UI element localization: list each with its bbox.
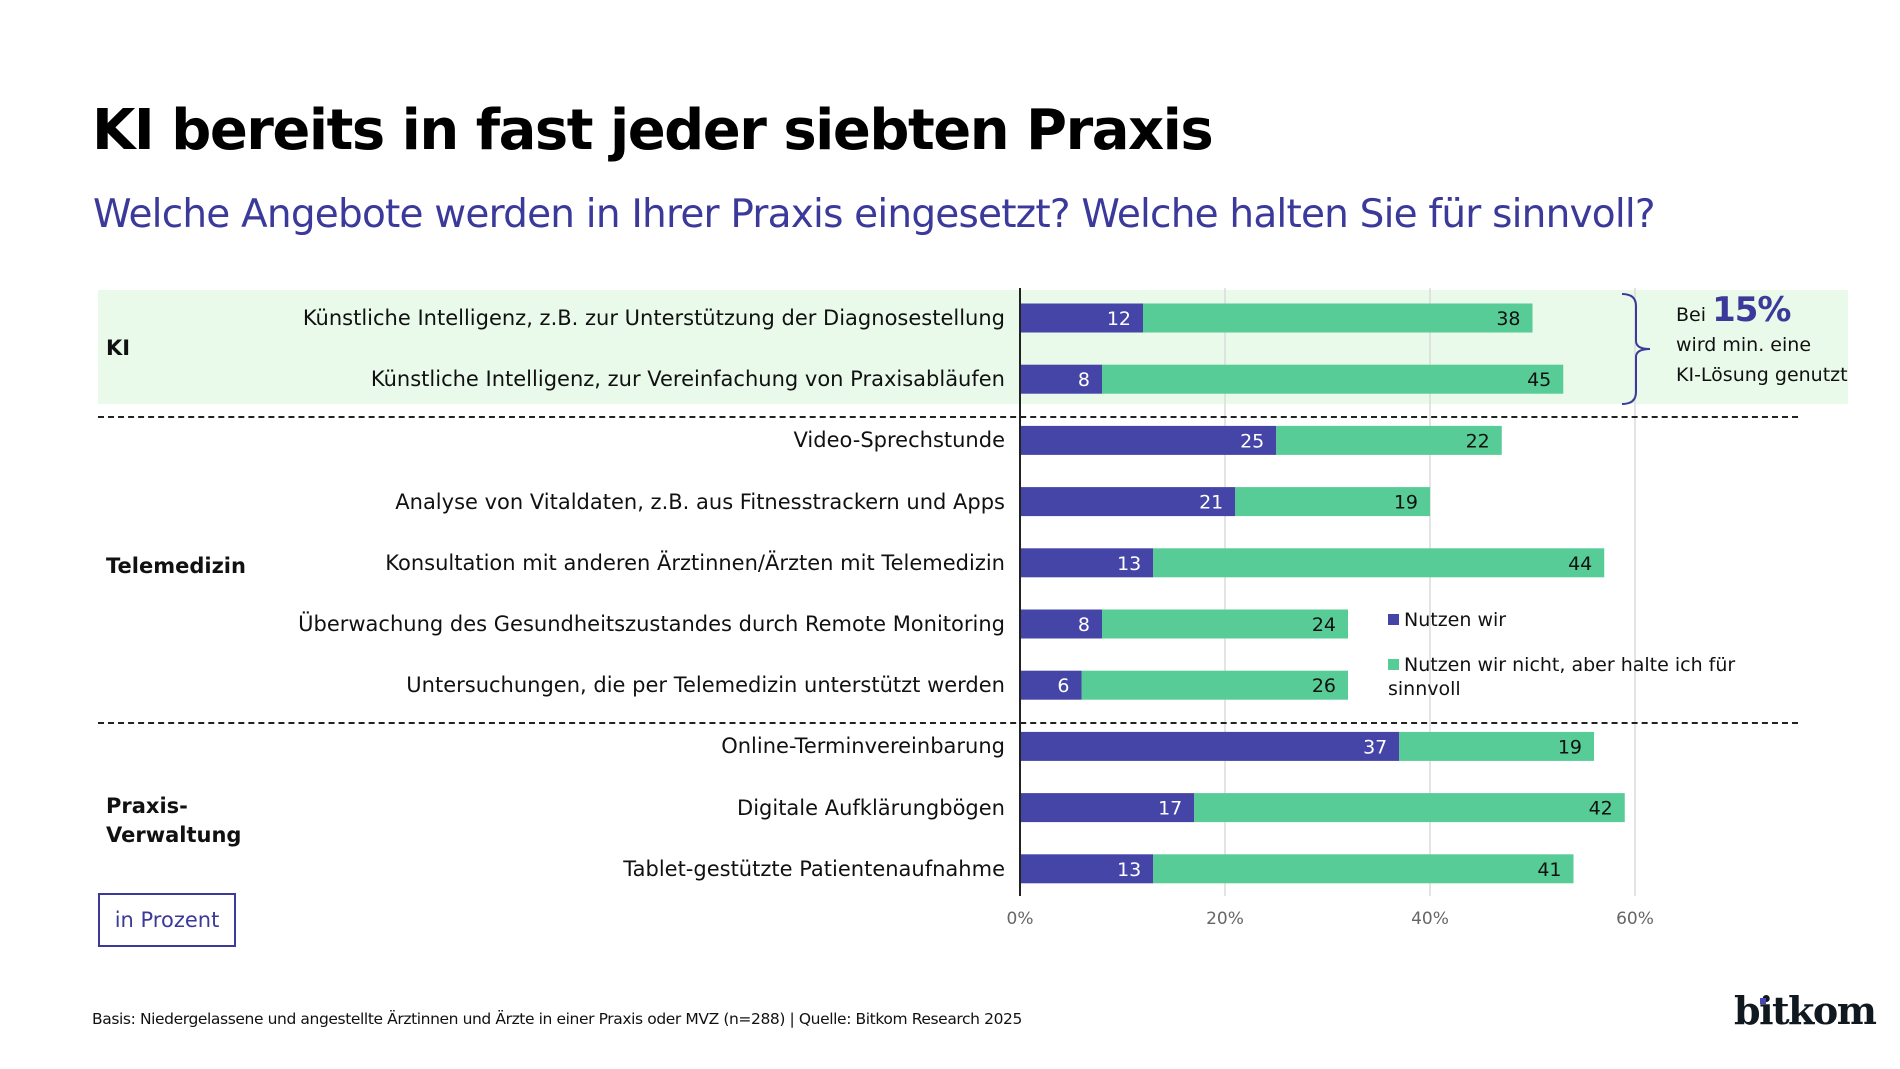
bar-segment-used — [1020, 364, 1102, 394]
data-label: 45 — [1527, 369, 1551, 391]
category-label: Konsultation mit anderen Ärztinnen/Ärzte… — [385, 550, 1005, 575]
bar-segment-useful — [1102, 609, 1348, 639]
bar-segment-useful — [1194, 793, 1625, 823]
data-label: 8 — [1078, 614, 1090, 636]
category-label: Digitale Aufklärungbögen — [737, 795, 1005, 820]
unit-label-box: in Prozent — [98, 893, 236, 947]
category-label: Künstliche Intelligenz, z.B. zur Unterst… — [302, 306, 1005, 330]
category-label: Tablet-gestützte Patientenaufnahme — [623, 856, 1005, 881]
data-label: 38 — [1496, 308, 1520, 330]
legend-swatch-useful — [1388, 659, 1399, 670]
data-label: 13 — [1117, 553, 1141, 575]
x-tick-label: 20% — [1206, 909, 1244, 929]
bar-segment-used — [1020, 425, 1277, 455]
category-label: Video-Sprechstunde — [793, 428, 1005, 453]
data-label: 44 — [1568, 553, 1592, 575]
chart-subtitle: Welche Angebote werden in Ihrer Praxis e… — [93, 192, 1656, 237]
data-label: 19 — [1394, 492, 1418, 514]
bar-segment-useful — [1102, 364, 1564, 394]
data-label: 21 — [1199, 492, 1223, 514]
category-label: Analyse von Vitaldaten, z.B. aus Fitness… — [395, 489, 1005, 514]
data-label: 37 — [1363, 736, 1387, 758]
x-tick-label: 0% — [1007, 909, 1034, 929]
data-label: 17 — [1158, 798, 1182, 820]
callout-line: wird min. eine — [1676, 334, 1812, 356]
bar-segment-useful — [1276, 425, 1502, 455]
logo-dot-icon — [1760, 998, 1766, 1004]
bar-segment-useful — [1399, 731, 1594, 761]
callout-bracket-icon — [1621, 293, 1651, 405]
bar-segment-used — [1020, 670, 1082, 700]
source-footnote: Basis: Niedergelassene und angestellte Ä… — [92, 1010, 1022, 1028]
category-label: Untersuchungen, die per Telemedizin unte… — [406, 673, 1005, 698]
bar-segment-used — [1020, 609, 1102, 639]
bar-segment-used — [1020, 487, 1236, 517]
x-tick-label: 40% — [1411, 909, 1449, 929]
bar-segment-useful — [1235, 487, 1430, 517]
bar-segment-useful — [1153, 548, 1605, 578]
group-label-line: Praxis- — [106, 794, 188, 818]
bar-segment-used — [1020, 303, 1143, 333]
bar-segment-useful — [1143, 303, 1533, 333]
callout-value: 15% — [1712, 290, 1791, 330]
legend-label: Nutzen wir nicht, aber halte ich für sin… — [1388, 654, 1736, 700]
data-label: 26 — [1312, 675, 1336, 697]
group-label-telemedizin: Telemedizin — [106, 554, 246, 578]
legend-item-used: Nutzen wir — [1388, 608, 1788, 632]
bar-segment-used — [1020, 731, 1400, 761]
callout-prefix: Bei — [1676, 304, 1707, 326]
legend-label: Nutzen wir — [1404, 609, 1507, 631]
ki-callout: Bei 15% wird min. eine KI-Lösung genutzt — [1676, 293, 1848, 390]
data-label: 12 — [1107, 308, 1131, 330]
bar-segment-used — [1020, 793, 1195, 823]
group-label-praxis-verwaltung: Praxis- Verwaltung — [106, 792, 241, 850]
category-label: Online-Terminvereinbarung — [721, 734, 1005, 759]
group-divider-ki-telemedizin — [98, 416, 1798, 418]
data-label: 19 — [1558, 736, 1582, 758]
category-label: Künstliche Intelligenz, zur Vereinfachun… — [370, 367, 1005, 392]
callout-line: KI-Lösung genutzt — [1676, 364, 1848, 386]
data-label: 24 — [1312, 614, 1336, 636]
data-label: 41 — [1537, 859, 1561, 881]
data-label: 6 — [1057, 675, 1069, 697]
data-label: 8 — [1078, 369, 1090, 391]
group-label-line: Verwaltung — [106, 823, 242, 847]
bitkom-logo: bitkom — [1734, 988, 1877, 1033]
x-tick-label: 60% — [1616, 909, 1654, 929]
chart-title: KI bereits in fast jeder siebten Praxis — [92, 98, 1214, 163]
group-label-ki: KI — [106, 336, 131, 360]
data-label: 22 — [1466, 430, 1490, 452]
legend-item-useful: Nutzen wir nicht, aber halte ich für sin… — [1388, 653, 1758, 701]
bar-segment-used — [1020, 548, 1154, 578]
bar-segment-useful — [1081, 670, 1348, 700]
logo-text: bitkom — [1734, 988, 1877, 1033]
data-label: 13 — [1117, 859, 1141, 881]
group-divider-telemedizin-praxis — [98, 722, 1798, 724]
legend-swatch-used — [1388, 614, 1399, 625]
bar-segment-useful — [1153, 854, 1574, 884]
category-label: Überwachung des Gesundheitszustandes dur… — [298, 612, 1005, 636]
data-label: 25 — [1240, 430, 1264, 452]
data-label: 42 — [1589, 798, 1613, 820]
bar-segment-used — [1020, 854, 1154, 884]
